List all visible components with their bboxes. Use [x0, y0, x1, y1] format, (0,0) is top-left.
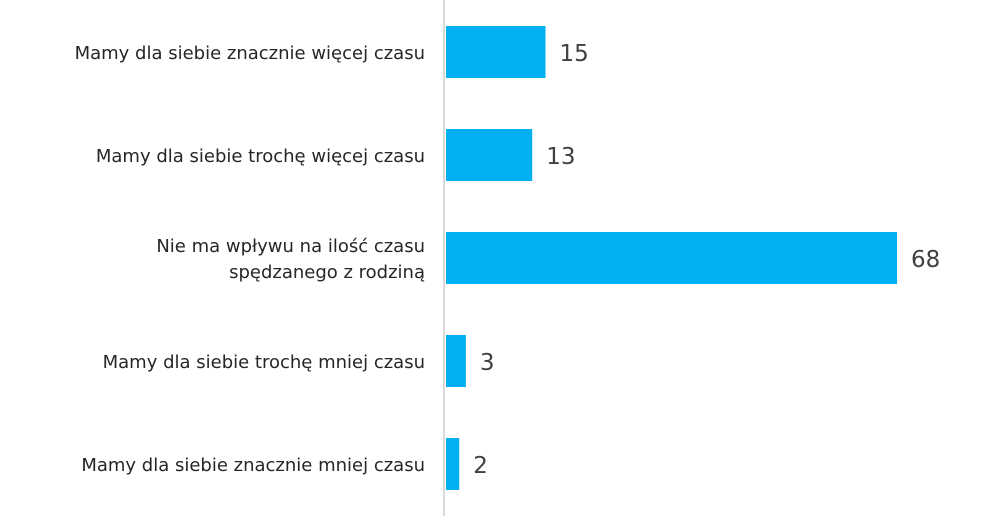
bar [446, 26, 546, 78]
data-label: 2 [473, 453, 488, 479]
bar [446, 438, 460, 490]
category-label: Mamy dla siebie trochę mniej czasu [103, 352, 425, 373]
data-label: 13 [546, 144, 575, 170]
category-label: spędzanego z rodziną [229, 262, 425, 283]
bar [446, 129, 533, 181]
data-label: 3 [480, 350, 495, 376]
category-label: Mamy dla siebie znacznie mniej czasu [81, 455, 425, 476]
bar [446, 232, 897, 284]
bar [446, 335, 466, 387]
category-label: Nie ma wpływu na ilość czasu [156, 236, 425, 257]
category-label: Mamy dla siebie trochę więcej czasu [96, 146, 425, 167]
data-label: 68 [911, 247, 940, 273]
category-label: Mamy dla siebie znacznie więcej czasu [75, 43, 425, 64]
data-label: 15 [559, 41, 588, 67]
